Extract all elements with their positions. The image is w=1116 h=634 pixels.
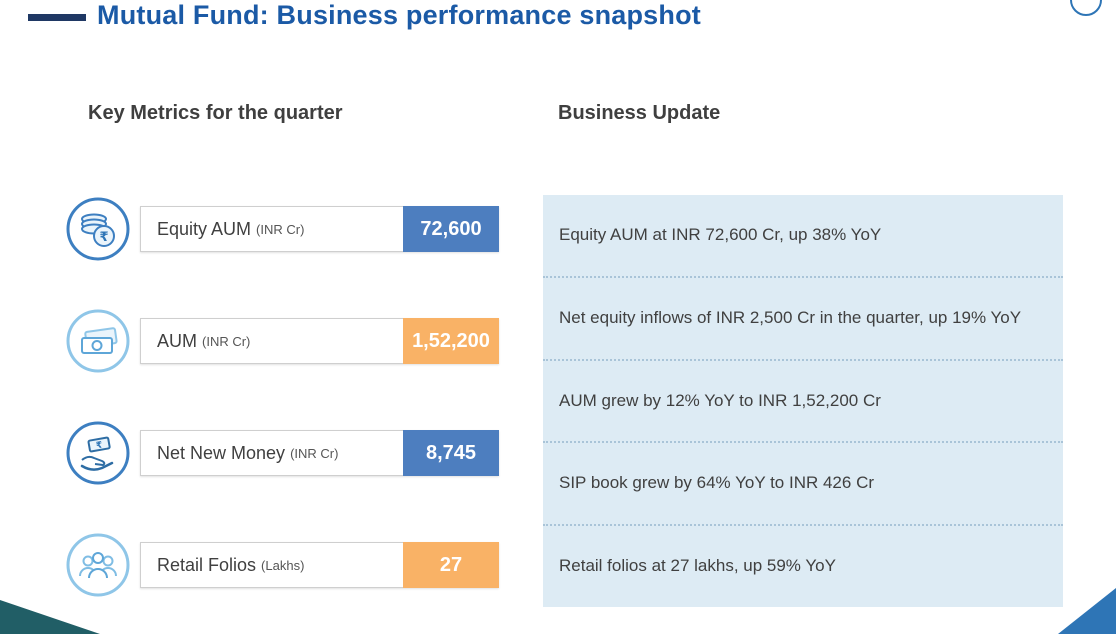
metrics-section-heading: Key Metrics for the quarter — [88, 102, 343, 124]
metric-label: Net New Money (INR Cr) — [140, 430, 403, 476]
svg-text:₹: ₹ — [99, 229, 108, 244]
coins-rupee-icon: ₹ — [65, 196, 131, 262]
update-item: AUM grew by 12% YoY to INR 1,52,200 Cr — [543, 358, 1063, 442]
update-item: Retail folios at 27 lakhs, up 59% YoY — [543, 524, 1063, 607]
hand-money-icon: ₹ — [65, 420, 131, 486]
corner-circle-icon — [1070, 0, 1102, 16]
metric-label: Equity AUM (INR Cr) — [140, 206, 403, 252]
metric-value: 8,745 — [403, 430, 499, 476]
metric-row-equity-aum: ₹ Equity AUM (INR Cr) 72,600 — [65, 196, 505, 262]
corner-triangle-bottom-right — [1058, 588, 1116, 634]
update-item: Net equity inflows of INR 2,500 Cr in th… — [543, 275, 1063, 359]
metric-label: Retail Folios (Lakhs) — [140, 542, 403, 588]
metric-bar: Retail Folios (Lakhs) 27 — [140, 542, 499, 588]
metric-label-text: Retail Folios — [157, 554, 257, 575]
banknotes-icon — [65, 308, 131, 374]
updates-section-heading: Business Update — [558, 102, 721, 124]
update-item: SIP book grew by 64% YoY to INR 426 Cr — [543, 441, 1063, 524]
metric-value: 1,52,200 — [403, 318, 499, 364]
metric-unit: (INR Cr) — [290, 445, 339, 461]
svg-text:₹: ₹ — [95, 440, 103, 451]
metric-label-text: AUM — [157, 330, 197, 351]
people-icon — [65, 532, 131, 598]
metric-row-retail-folios: Retail Folios (Lakhs) 27 — [65, 532, 505, 598]
metric-label-text: Equity AUM — [157, 218, 252, 239]
metrics-list: ₹ Equity AUM (INR Cr) 72,600 — [65, 196, 505, 634]
metric-bar: Net New Money (INR Cr) 8,745 — [140, 430, 499, 476]
metric-value: 27 — [403, 542, 499, 588]
update-item: Equity AUM at INR 72,600 Cr, up 38% YoY — [559, 224, 882, 244]
page-title: Mutual Fund: Business performance snapsh… — [97, 0, 701, 30]
metric-unit: (INR Cr) — [256, 221, 305, 237]
metric-row-aum: AUM (INR Cr) 1,52,200 — [65, 308, 505, 374]
metric-value: 72,600 — [403, 206, 499, 252]
metric-unit: (INR Cr) — [202, 333, 251, 349]
metric-label-text: Net New Money — [157, 442, 286, 463]
metric-label: AUM (INR Cr) — [140, 318, 403, 364]
metric-row-net-new-money: ₹ Net New Money (INR Cr) 8,745 — [65, 420, 505, 486]
business-update-panel: Equity AUM at INR 72,600 Cr, up 38% YoY … — [543, 195, 1063, 607]
metric-bar: AUM (INR Cr) 1,52,200 — [140, 318, 499, 364]
title-dash-decoration — [28, 14, 86, 21]
metric-unit: (Lakhs) — [261, 557, 305, 573]
metric-bar: Equity AUM (INR Cr) 72,600 — [140, 206, 499, 252]
